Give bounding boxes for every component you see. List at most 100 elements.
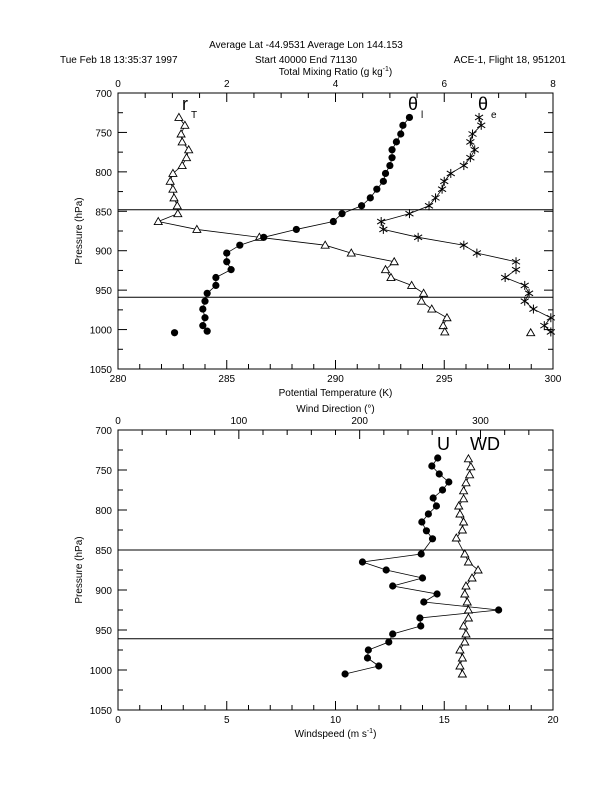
x-tick-label: 300 xyxy=(545,374,562,385)
point-r_T xyxy=(426,304,437,313)
point-theta_e xyxy=(437,184,447,194)
star-stroke xyxy=(466,138,475,145)
point-theta_l xyxy=(386,161,394,170)
point-theta_e xyxy=(459,161,469,171)
x2-tick-label: 200 xyxy=(351,416,368,427)
point-theta_e xyxy=(524,288,534,298)
point-r_T xyxy=(153,216,164,225)
point-theta_l xyxy=(212,281,220,290)
point-WD xyxy=(462,597,472,606)
point-WD xyxy=(457,525,468,534)
point-theta_l xyxy=(203,327,211,335)
star-stroke xyxy=(459,242,469,249)
point-U xyxy=(432,502,441,510)
point-WD xyxy=(460,549,470,558)
point-U xyxy=(428,462,436,470)
point-U xyxy=(358,558,367,566)
y-tick-label: 950 xyxy=(95,286,112,297)
point-U xyxy=(434,454,442,462)
point-theta_l xyxy=(199,322,207,330)
point-U xyxy=(416,614,424,622)
point-theta_l xyxy=(329,217,337,226)
plot-frame-1 xyxy=(117,429,554,711)
point-U xyxy=(418,574,427,582)
series-line-theta_l xyxy=(202,117,410,332)
point-U xyxy=(417,622,425,630)
x-tick-label: 10 xyxy=(330,715,342,726)
point-theta_e xyxy=(446,168,456,178)
header-line1: Average Lat -44.9531 Average Lon 144.153 xyxy=(209,40,403,51)
point-r_T xyxy=(442,312,452,322)
point-theta_e xyxy=(466,153,475,163)
point-WD xyxy=(461,477,471,487)
y-tick-label: 900 xyxy=(95,586,112,597)
point-theta_l xyxy=(338,210,346,218)
x2-tick-label: 300 xyxy=(472,416,489,427)
star-stroke xyxy=(379,226,388,233)
header-date: Tue Feb 18 13:35:37 1997 xyxy=(60,55,178,66)
point-theta_e xyxy=(546,313,556,323)
point-r_T xyxy=(440,327,450,336)
point-r_T xyxy=(176,129,186,138)
point-U xyxy=(422,527,431,535)
point-r_T xyxy=(174,112,184,121)
point-theta_e xyxy=(540,321,549,331)
point-theta_l xyxy=(358,202,366,210)
point-theta_e xyxy=(459,240,469,250)
point-theta_l xyxy=(399,121,407,129)
point-U xyxy=(433,590,441,598)
point-WD xyxy=(453,501,464,510)
series-label: θe xyxy=(478,94,497,121)
point-theta_e xyxy=(520,296,529,306)
point-theta_l xyxy=(227,266,235,274)
point-r_T xyxy=(181,152,192,162)
point-r_T xyxy=(168,168,178,177)
x2-axis-label: Wind Direction (°) xyxy=(296,404,374,415)
star-stroke xyxy=(466,154,475,161)
point-r_T xyxy=(172,200,183,210)
x2-axis-label: Total Mixing Ratio (g kg-1) xyxy=(279,66,393,78)
x2-tick-label: 8 xyxy=(550,79,556,90)
point-theta_e xyxy=(466,137,475,147)
star-stroke xyxy=(500,274,510,281)
point-U xyxy=(428,535,437,543)
point-U xyxy=(417,550,425,558)
x2-tick-label: 0 xyxy=(115,416,121,427)
point-theta_l xyxy=(199,305,207,313)
point-theta_l xyxy=(260,233,268,241)
point-theta_e xyxy=(424,201,434,211)
point-WD xyxy=(466,461,476,471)
series-label: rT xyxy=(182,94,197,121)
point-U xyxy=(438,486,447,494)
point-r_T xyxy=(169,192,179,202)
star-stroke xyxy=(413,234,423,241)
point-U xyxy=(445,478,453,486)
point-theta_l xyxy=(381,169,390,178)
x-tick-label: 15 xyxy=(439,715,451,726)
point-theta_l xyxy=(388,146,396,154)
point-WD xyxy=(463,557,474,566)
star-stroke xyxy=(439,178,449,185)
star-stroke xyxy=(437,186,447,193)
point-theta_e xyxy=(472,248,482,258)
point-WD xyxy=(458,485,469,495)
point-U xyxy=(385,638,393,646)
point-theta_l xyxy=(236,241,244,249)
point-theta_l xyxy=(292,225,300,234)
point-U xyxy=(389,630,397,638)
point-r_T xyxy=(192,224,202,233)
star-stroke xyxy=(405,210,414,217)
point-r_T xyxy=(168,184,178,193)
x-tick-label: 5 xyxy=(224,715,230,726)
point-theta_e xyxy=(405,209,414,219)
point-r_T xyxy=(180,120,190,129)
y-axis-label: Pressure (hPa) xyxy=(74,197,85,264)
star-stroke xyxy=(424,202,434,209)
point-theta_l xyxy=(212,273,220,282)
point-WD xyxy=(458,493,469,503)
point-r_T xyxy=(525,327,536,337)
star-stroke xyxy=(376,218,386,225)
y-tick-label: 950 xyxy=(95,626,112,637)
header-flight: ACE-1, Flight 18, 951201 xyxy=(454,55,567,66)
point-theta_l xyxy=(223,249,231,257)
